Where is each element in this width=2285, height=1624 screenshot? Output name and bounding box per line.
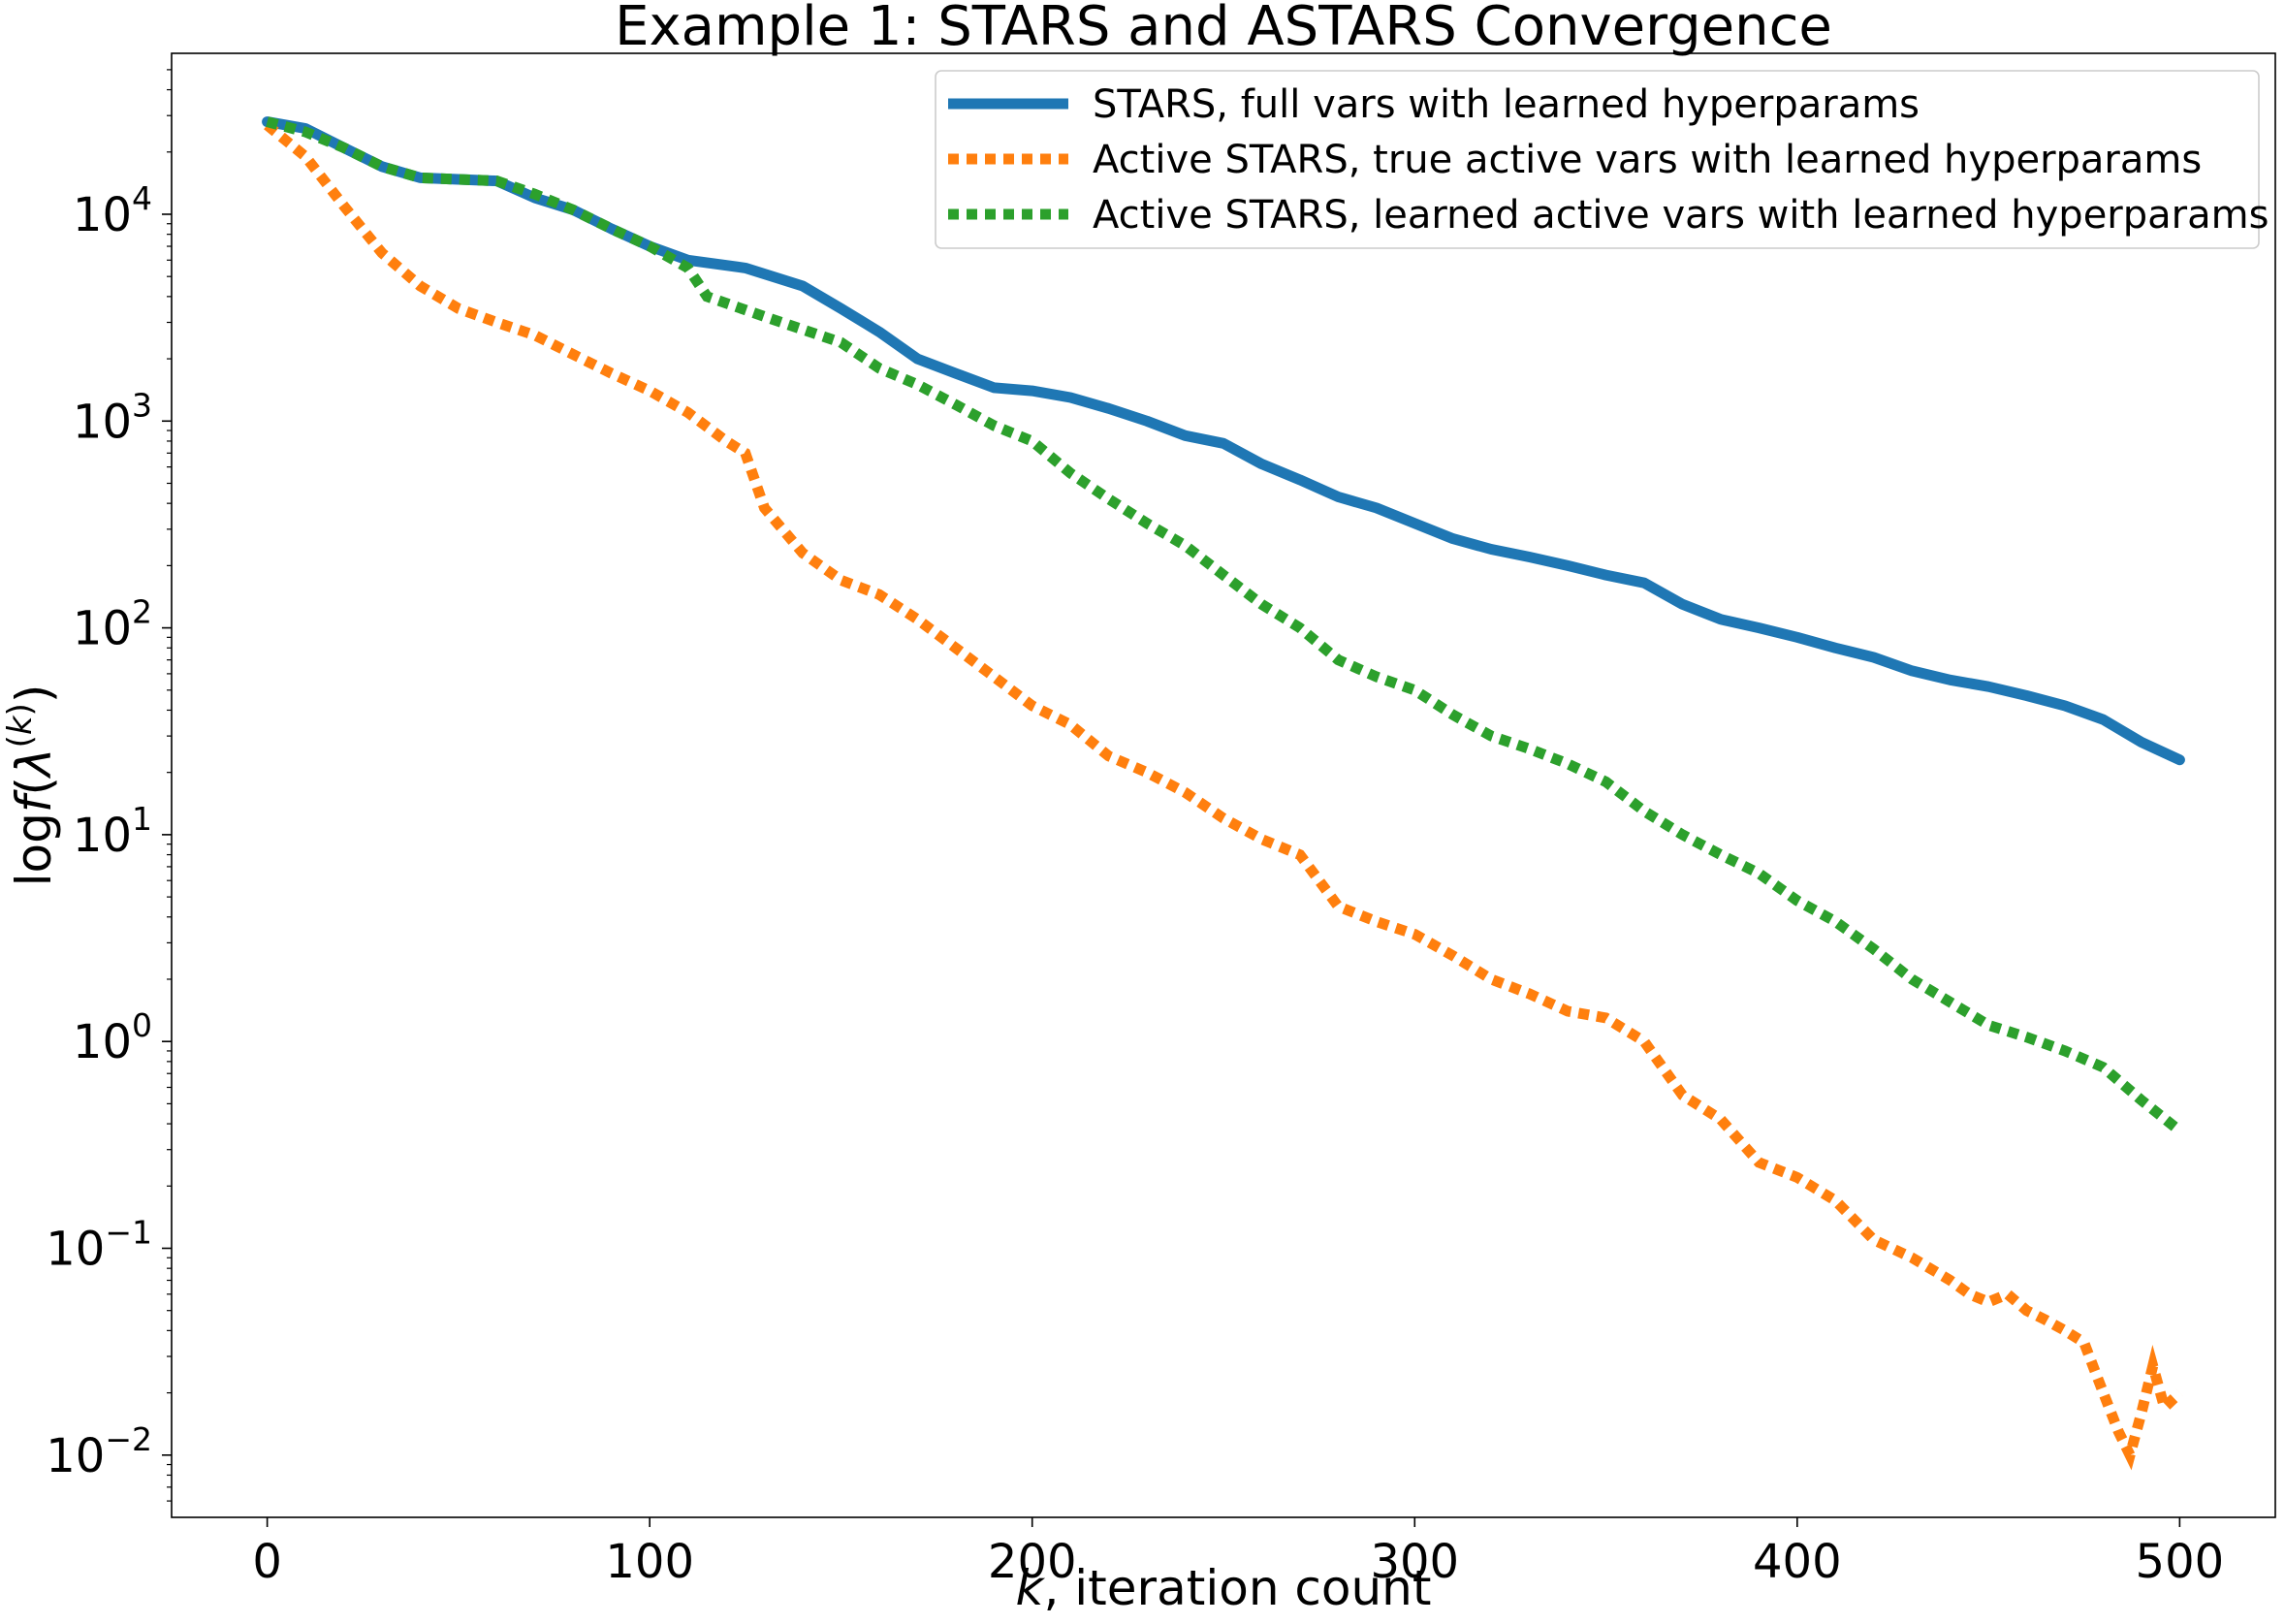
y-tick-label: 10−2 <box>46 1420 152 1483</box>
x-tick-label: 300 <box>1370 1535 1459 1589</box>
legend: STARS, full vars with learned hyperparam… <box>935 70 2269 249</box>
x-tick-label: 400 <box>1753 1535 1842 1589</box>
chart-title: Example 1: STARS and ASTARS Convergence <box>615 0 1832 58</box>
y-tick-label: 103 <box>73 386 152 449</box>
x-tick-label: 0 <box>252 1535 282 1589</box>
legend-label-3: Active STARS, learned active vars with l… <box>1093 193 2269 238</box>
series-line-2 <box>264 120 2184 1471</box>
y-tick-label: 104 <box>73 179 152 242</box>
plot-frame <box>171 52 2276 1518</box>
x-tick-label: 100 <box>605 1535 694 1589</box>
x-axis: 0 100 200 300 400 500 <box>252 1517 2224 1589</box>
y-tick-label: 10−1 <box>46 1213 152 1276</box>
y-axis: 10−2 10−1 100 101 102 103 104 <box>46 69 172 1502</box>
y-axis-label: logf(λ(k)) <box>1 685 62 887</box>
x-tick-label: 500 <box>2136 1535 2225 1589</box>
y-tick-label: 102 <box>73 593 152 656</box>
x-axis-label: k, iteration count <box>1016 1560 1432 1616</box>
y-tick-label: 100 <box>73 1006 152 1069</box>
series-group <box>262 116 2185 1471</box>
legend-label-1: STARS, full vars with learned hyperparam… <box>1093 82 1920 127</box>
series-line-3 <box>266 116 2183 1135</box>
legend-box <box>935 70 2260 249</box>
legend-label-2: Active STARS, true active vars with lear… <box>1093 138 2202 182</box>
x-tick-label: 200 <box>988 1535 1077 1589</box>
y-tick-label: 101 <box>73 800 152 863</box>
series-line-1 <box>262 116 2185 766</box>
